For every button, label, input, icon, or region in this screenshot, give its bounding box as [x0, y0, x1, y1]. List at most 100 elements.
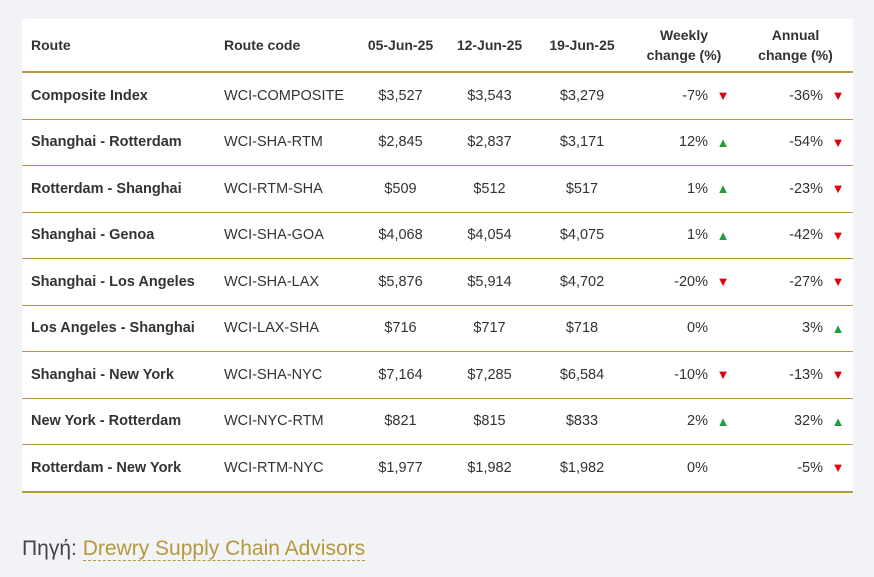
- weekly-change-value: -10%: [674, 366, 708, 383]
- route-code: WCI-RTM-NYC: [215, 444, 356, 493]
- annual-change-value: 32%: [793, 413, 823, 430]
- triangle-up-icon: ▲: [831, 320, 845, 336]
- route-code: WCI-RTM-SHA: [215, 165, 356, 213]
- rate-date-1: $509: [356, 165, 445, 213]
- annual-change-value: -36%: [789, 87, 823, 104]
- annual-change-value: 3%: [802, 320, 823, 337]
- weekly-change-value: 2%: [687, 413, 708, 430]
- triangle-down-icon: ▼: [831, 274, 845, 290]
- rate-date-3: $718: [534, 305, 630, 352]
- rate-date-1: $5,876: [356, 258, 445, 306]
- route-name: Shanghai - Genoa: [22, 212, 215, 259]
- header-weekly-line-2: change (%): [646, 47, 722, 63]
- weekly-change-value: -20%: [674, 273, 708, 290]
- wci-rates-table: Route Route code 05-Jun-25 12-Jun-25 19-…: [22, 19, 853, 493]
- header-date-2: 12-Jun-25: [445, 19, 534, 73]
- triangle-up-icon: ▲: [716, 134, 730, 150]
- annual-change-cell: 32% ▲: [738, 398, 853, 445]
- weekly-change-cell: 1% ▲: [630, 165, 738, 213]
- triangle-down-icon: ▼: [831, 88, 845, 104]
- rate-date-1: $3,527: [356, 72, 445, 120]
- annual-change-value: -54%: [789, 134, 823, 151]
- route-code: WCI-SHA-GOA: [215, 212, 356, 259]
- weekly-change-cell: -7% ▼: [630, 72, 738, 120]
- weekly-change-value: 0%: [687, 459, 708, 476]
- route-code: WCI-COMPOSITE: [215, 72, 356, 120]
- header-annual-change: Annual change (%): [738, 19, 853, 73]
- triangle-down-icon: ▼: [831, 134, 845, 150]
- header-route-code: Route code: [215, 19, 356, 73]
- rate-date-3: $833: [534, 398, 630, 445]
- header-weekly-line-1: Weekly: [660, 27, 708, 43]
- route-code: WCI-NYC-RTM: [215, 398, 356, 445]
- route-name: Rotterdam - New York: [22, 444, 215, 493]
- route-name: New York - Rotterdam: [22, 398, 215, 445]
- rate-date-1: $4,068: [356, 212, 445, 259]
- rate-date-3: $3,279: [534, 72, 630, 120]
- rate-date-2: $4,054: [445, 212, 534, 259]
- source-link[interactable]: Drewry Supply Chain Advisors: [82, 537, 366, 561]
- weekly-change-value: 1%: [687, 227, 708, 244]
- table-row: Shanghai - Genoa WCI-SHA-GOA $4,068 $4,054 $…: [22, 212, 853, 259]
- weekly-change-cell: -10% ▼: [630, 351, 738, 399]
- header-annual-line-2: change (%): [758, 47, 833, 63]
- annual-change-cell: -42% ▼: [738, 212, 853, 259]
- source-label: Πηγή:: [22, 537, 77, 560]
- weekly-change-cell: 1% ▲: [630, 212, 738, 259]
- annual-change-value: -27%: [789, 273, 823, 290]
- triangle-down-icon: ▼: [831, 181, 845, 197]
- rate-date-3: $1,982: [534, 444, 630, 493]
- weekly-change-value: -7%: [682, 87, 708, 104]
- route-name: Rotterdam - Shanghai: [22, 165, 215, 213]
- table-row: New York - Rotterdam WCI-NYC-RTM $821 $815 $…: [22, 398, 853, 445]
- route-name: Shanghai - Los Angeles: [22, 258, 215, 306]
- weekly-change-cell: 2% ▲: [630, 398, 738, 445]
- rate-date-1: $2,845: [356, 119, 445, 166]
- route-code: WCI-SHA-LAX: [215, 258, 356, 306]
- annual-change-value: -23%: [789, 180, 823, 197]
- table-row: Shanghai - Los Angeles WCI-SHA-LAX $5,876 $…: [22, 258, 853, 306]
- route-code: WCI-SHA-RTM: [215, 119, 356, 166]
- triangle-down-icon: ▼: [716, 88, 730, 104]
- table-row: Shanghai - New York WCI-SHA-NYC $7,164 $7,2…: [22, 351, 853, 399]
- route-code: WCI-SHA-NYC: [215, 351, 356, 399]
- triangle-down-icon: ▼: [716, 274, 730, 290]
- rate-date-3: $3,171: [534, 119, 630, 166]
- table-row: Composite Index WCI-COMPOSITE $3,527 $3,543…: [22, 72, 853, 120]
- rate-date-2: $512: [445, 165, 534, 213]
- header-date-1: 05-Jun-25: [356, 19, 445, 73]
- weekly-change-value: 1%: [687, 180, 708, 197]
- annual-change-cell: -27% ▼: [738, 258, 853, 306]
- rate-date-1: $7,164: [356, 351, 445, 399]
- route-name: Composite Index: [22, 72, 215, 120]
- annual-change-cell: 3% ▲: [738, 305, 853, 352]
- rate-date-3: $4,075: [534, 212, 630, 259]
- rate-date-2: $3,543: [445, 72, 534, 120]
- route-name: Los Angeles - Shanghai: [22, 305, 215, 352]
- weekly-change-cell: 12% ▲: [630, 119, 738, 166]
- rate-date-2: $1,982: [445, 444, 534, 493]
- triangle-down-icon: ▼: [831, 367, 845, 383]
- annual-change-cell: -54% ▼: [738, 119, 853, 166]
- header-annual-line-1: Annual: [771, 27, 820, 43]
- triangle-up-icon: ▲: [716, 413, 730, 429]
- route-code: WCI-LAX-SHA: [215, 305, 356, 352]
- weekly-change-cell: 0%: [630, 305, 738, 352]
- rate-date-3: $517: [534, 165, 630, 213]
- annual-change-cell: -36% ▼: [738, 72, 853, 120]
- annual-change-value: -5%: [797, 459, 823, 476]
- annual-change-value: -13%: [789, 366, 823, 383]
- weekly-change-cell: 0%: [630, 444, 738, 493]
- annual-change-value: -42%: [789, 227, 823, 244]
- rate-date-2: $5,914: [445, 258, 534, 306]
- rate-date-2: $815: [445, 398, 534, 445]
- table-row: Shanghai - Rotterdam WCI-SHA-RTM $2,845 $2,…: [22, 119, 853, 166]
- header-date-3: 19-Jun-25: [534, 19, 630, 73]
- table-row: Los Angeles - Shanghai WCI-LAX-SHA $716 $71…: [22, 305, 853, 352]
- rate-date-1: $821: [356, 398, 445, 445]
- weekly-change-value: 12%: [678, 134, 708, 151]
- rate-date-3: $6,584: [534, 351, 630, 399]
- rate-date-1: $716: [356, 305, 445, 352]
- rate-date-3: $4,702: [534, 258, 630, 306]
- triangle-up-icon: ▲: [716, 181, 730, 197]
